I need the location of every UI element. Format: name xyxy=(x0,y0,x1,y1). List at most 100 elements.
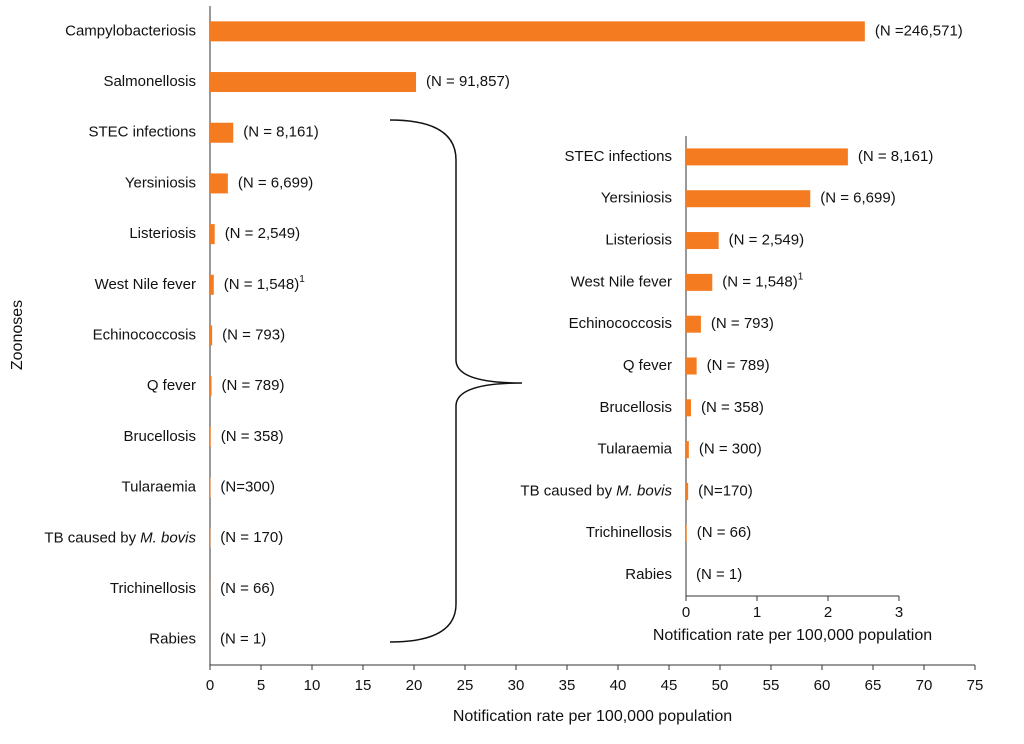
y-axis-title: Zoonoses xyxy=(9,300,26,370)
x-tick-label: 3 xyxy=(895,604,903,621)
category-label: Brucellosis xyxy=(599,399,672,416)
data-annotation: (N = 358) xyxy=(221,428,284,445)
x-tick-label: 70 xyxy=(916,677,933,694)
data-annotation: (N = 793) xyxy=(222,326,285,343)
data-annotation: (N = 358) xyxy=(701,399,764,416)
bar xyxy=(210,376,212,397)
data-annotation: (N=300) xyxy=(220,479,275,496)
data-annotation: (N = 300) xyxy=(699,441,762,458)
x-tick-label: 50 xyxy=(712,677,729,694)
data-annotation: (N = 8,161) xyxy=(243,124,318,141)
data-annotation: (N = 66) xyxy=(697,524,752,541)
x-tick-label: 40 xyxy=(610,677,627,694)
data-annotation: (N = 66) xyxy=(220,580,275,597)
data-annotation: (N = 793) xyxy=(711,315,774,332)
bar xyxy=(210,325,213,346)
x-tick-label: 25 xyxy=(457,677,474,694)
category-label: West Nile fever xyxy=(571,273,672,290)
x-tick-label: 75 xyxy=(967,677,984,694)
category-label: Listeriosis xyxy=(129,225,196,242)
data-annotation: (N = 6,699) xyxy=(820,190,895,207)
x-tick-label: 55 xyxy=(763,677,780,694)
bar xyxy=(686,357,697,375)
annotation-superscript: 1 xyxy=(798,271,804,282)
bar xyxy=(686,315,701,333)
bar xyxy=(686,399,691,417)
data-annotation: (N = 6,699) xyxy=(238,174,313,191)
bar xyxy=(210,274,214,295)
bar xyxy=(686,482,689,500)
bar xyxy=(210,72,417,93)
annotation-superscript: 1 xyxy=(299,273,305,284)
data-annotation: (N=170) xyxy=(698,482,753,499)
category-label-part: TB caused by xyxy=(44,529,136,546)
category-label: TB caused by M. bovis xyxy=(44,529,196,546)
x-tick-label: 20 xyxy=(406,677,423,694)
data-annotation: (N = 1,548)1 xyxy=(224,273,305,292)
category-label: Listeriosis xyxy=(605,232,672,249)
category-label: Brucellosis xyxy=(123,428,196,445)
data-annotation: (N = 8,161) xyxy=(858,148,933,165)
bar xyxy=(210,21,865,42)
category-label: Echinococcosis xyxy=(569,315,672,332)
category-label: Yersiniosis xyxy=(125,174,196,191)
data-annotation: (N = 170) xyxy=(220,529,283,546)
bar xyxy=(210,173,228,194)
category-label: Tularaemia xyxy=(598,441,673,458)
data-annotation: (N = 2,549) xyxy=(225,225,300,242)
category-label: Q fever xyxy=(623,357,672,374)
x-tick-label: 0 xyxy=(206,677,214,694)
category-label: Campylobacteriosis xyxy=(65,22,196,39)
brace xyxy=(389,119,523,643)
data-annotation: (N = 91,857) xyxy=(426,73,510,90)
category-label: Tularaemia xyxy=(122,479,197,496)
data-annotation: (N = 1) xyxy=(696,566,742,583)
annotation-text: (N = 1,548) xyxy=(224,276,299,293)
category-label: Yersiniosis xyxy=(601,190,672,207)
x-tick-label: 10 xyxy=(304,677,321,694)
x-tick-label: 35 xyxy=(559,677,576,694)
x-tick-label: 0 xyxy=(682,604,690,621)
x-tick-label: 30 xyxy=(508,677,525,694)
x-tick-label: 1 xyxy=(753,604,761,621)
x-tick-label: 65 xyxy=(865,677,882,694)
category-label: Echinococcosis xyxy=(93,326,196,343)
category-label: TB caused by M. bovis xyxy=(520,482,672,499)
bar xyxy=(686,441,689,459)
category-label-italic: M. bovis xyxy=(140,529,196,546)
annotation-text: (N = 1,548) xyxy=(722,273,797,290)
x-tick-label: 60 xyxy=(814,677,831,694)
data-annotation: (N = 2,549) xyxy=(729,232,804,249)
bar xyxy=(210,426,211,447)
bar xyxy=(686,148,848,166)
category-label: STEC infections xyxy=(564,148,672,165)
category-label: Q fever xyxy=(147,377,196,394)
category-label: STEC infections xyxy=(88,124,196,141)
x-tick-label: 45 xyxy=(661,677,678,694)
data-annotation: (N = 1) xyxy=(220,631,266,648)
bar xyxy=(686,232,719,250)
category-label: West Nile fever xyxy=(95,276,196,293)
bar xyxy=(686,524,687,542)
category-label: Rabies xyxy=(149,631,196,648)
data-annotation: (N = 1,548)1 xyxy=(722,271,803,290)
data-annotation: (N = 789) xyxy=(707,357,770,374)
category-label: Salmonellosis xyxy=(103,73,196,90)
category-label: Trichinellosis xyxy=(110,580,196,597)
data-annotation: (N = 789) xyxy=(222,377,285,394)
category-label-part: TB caused by xyxy=(520,482,612,499)
x-tick-label: 15 xyxy=(355,677,372,694)
x-tick-label: 2 xyxy=(824,604,832,621)
category-label: Trichinellosis xyxy=(586,524,672,541)
bar xyxy=(210,224,215,245)
category-label: Rabies xyxy=(625,566,672,583)
x-axis-title: Notification rate per 100,000 population xyxy=(453,708,732,725)
bar xyxy=(210,122,234,143)
x-tick-label: 5 xyxy=(257,677,265,694)
data-annotation: (N =246,571) xyxy=(875,22,963,39)
category-label-italic: M. bovis xyxy=(616,482,672,499)
bar xyxy=(686,273,713,291)
x-axis-title: Notification rate per 100,000 population xyxy=(653,627,932,644)
bar xyxy=(686,190,811,208)
